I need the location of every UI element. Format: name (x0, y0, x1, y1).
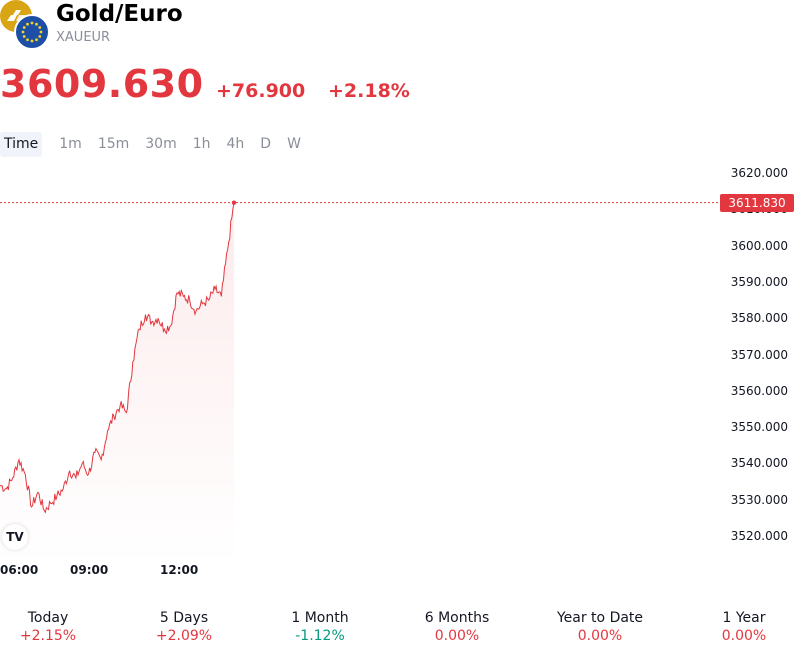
eu-star-icon (35, 38, 38, 42)
perf-6-months[interactable]: 6 Months 0.00% (397, 610, 517, 644)
price-axis-label: 3520.000 (730, 529, 788, 543)
time-axis-label: 12:00 (160, 563, 199, 577)
perf-value: 0.00% (577, 628, 623, 644)
perf-value: +2.15% (19, 628, 77, 644)
perf-label: Today (27, 610, 69, 626)
eu-star-icon (21, 30, 25, 34)
performance-row: Today +2.15% 5 Days +2.09% 1 Month -1.12… (0, 610, 800, 654)
symbol-logo (0, 0, 50, 50)
perf-label: 6 Months (424, 610, 490, 626)
eu-star-icon (30, 39, 34, 43)
price-axis-label: 3540.000 (730, 456, 788, 471)
perf-1-month[interactable]: 1 Month -1.12% (260, 610, 380, 644)
price-change: +76.900 (216, 80, 306, 102)
price-chart[interactable] (0, 160, 720, 560)
price-axis-label: 3600.000 (730, 238, 788, 253)
perf-label: 5 Days (159, 610, 209, 626)
perf-value: -1.12% (295, 628, 345, 644)
price-area-fill (0, 202, 234, 560)
price-change-percent: +2.18% (328, 80, 410, 102)
eu-star-icon (39, 30, 43, 34)
eu-star-icon (38, 35, 42, 38)
time-axis-label: 09:00 (70, 563, 109, 577)
price-axis-label: 3580.000 (730, 311, 788, 326)
perf-year-to-date[interactable]: Year to Date 0.00% (540, 610, 660, 644)
tradingview-logo-icon[interactable]: TV (2, 524, 28, 550)
eu-star-icon (22, 35, 26, 38)
eu-star-icon (30, 21, 34, 25)
tab-w[interactable]: W (287, 136, 301, 152)
tab-1h[interactable]: 1h (192, 136, 211, 152)
symbol-ticker: XAUEUR (56, 30, 111, 45)
tab-15m[interactable]: 15m (97, 136, 130, 152)
perf-label: 1 Month (291, 610, 349, 626)
price-line (0, 202, 235, 514)
tab-30m[interactable]: 30m (145, 136, 177, 152)
eu-star-icon (26, 38, 29, 42)
tab-time[interactable]: Time (0, 132, 43, 157)
perf-label: Year to Date (556, 610, 644, 626)
timeframe-bar: Time 1m 15m 30m 1h 4h D W (0, 132, 309, 157)
price-axis-label: 3550.000 (730, 420, 788, 435)
price-axis-label: 3620.000 (730, 166, 788, 180)
eu-star-icon (22, 26, 26, 29)
tab-d[interactable]: D (260, 136, 272, 152)
perf-label: 1 Year (722, 610, 766, 626)
eu-flag-icon (14, 14, 50, 50)
last-price-dot (231, 200, 237, 205)
time-axis-label: 06:00 (0, 563, 39, 577)
eu-star-icon (38, 26, 42, 29)
last-price: 3609.630 (0, 62, 204, 106)
perf-value: 0.00% (721, 628, 767, 644)
price-axis-label: 3590.000 (730, 274, 788, 289)
perf-value: +2.09% (155, 628, 213, 644)
tab-1m[interactable]: 1m (59, 136, 82, 152)
perf-today[interactable]: Today +2.15% (0, 610, 108, 644)
price-axis-label: 3530.000 (730, 492, 788, 507)
last-price-tag: 3611.830 (720, 194, 794, 212)
eu-star-icon (26, 22, 29, 26)
price-axis-label: 3560.000 (730, 383, 788, 398)
price-axis-label: 3570.000 (730, 347, 788, 362)
perf-1-year[interactable]: 1 Year 0.00% (684, 610, 800, 644)
tab-4h[interactable]: 4h (226, 136, 245, 152)
perf-5-days[interactable]: 5 Days +2.09% (124, 610, 244, 644)
eu-star-icon (35, 22, 38, 26)
symbol-title: Gold/Euro (56, 1, 183, 27)
perf-value: 0.00% (434, 628, 480, 644)
